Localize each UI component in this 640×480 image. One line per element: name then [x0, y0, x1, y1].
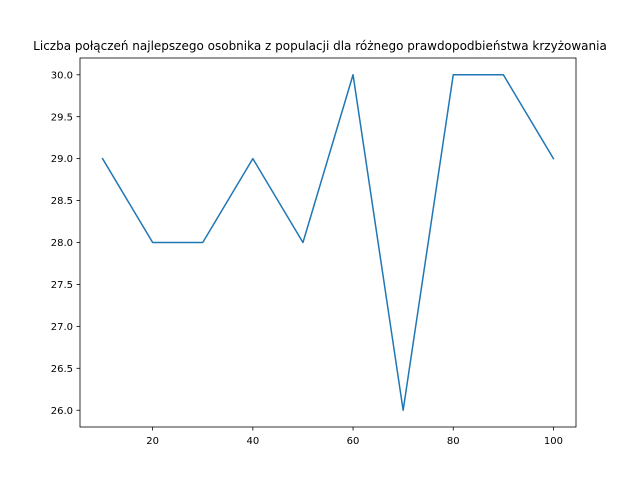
x-tick-label: 40: [246, 436, 259, 447]
series-line-0: [101, 74, 555, 411]
y-axis: 26.0 26.5 27.0 27.5 28.0 28.5 29.0 29.5 30.0: [51, 70, 80, 417]
y-tick-label: 26.0: [51, 406, 73, 417]
y-tick-label: 28.5: [51, 196, 73, 207]
x-axis: 20 40 60 80 100: [146, 427, 563, 447]
x-tick-label: 80: [447, 436, 460, 447]
y-tick-label: 27.5: [51, 280, 73, 291]
x-tick-label: 60: [347, 436, 360, 447]
y-tick-label: 26.5: [51, 364, 73, 375]
chart-title: Liczba połączeń najlepszego osobnika z p…: [33, 39, 607, 53]
y-tick-label: 28.0: [51, 238, 73, 249]
x-tick-label: 100: [544, 436, 563, 447]
y-tick-label: 30.0: [51, 70, 73, 81]
plot-area: [101, 74, 555, 411]
x-tick-label: 20: [146, 436, 159, 447]
y-tick-label: 27.0: [51, 322, 73, 333]
y-tick-label: 29.5: [51, 112, 73, 123]
y-tick-label: 29.0: [51, 154, 73, 165]
